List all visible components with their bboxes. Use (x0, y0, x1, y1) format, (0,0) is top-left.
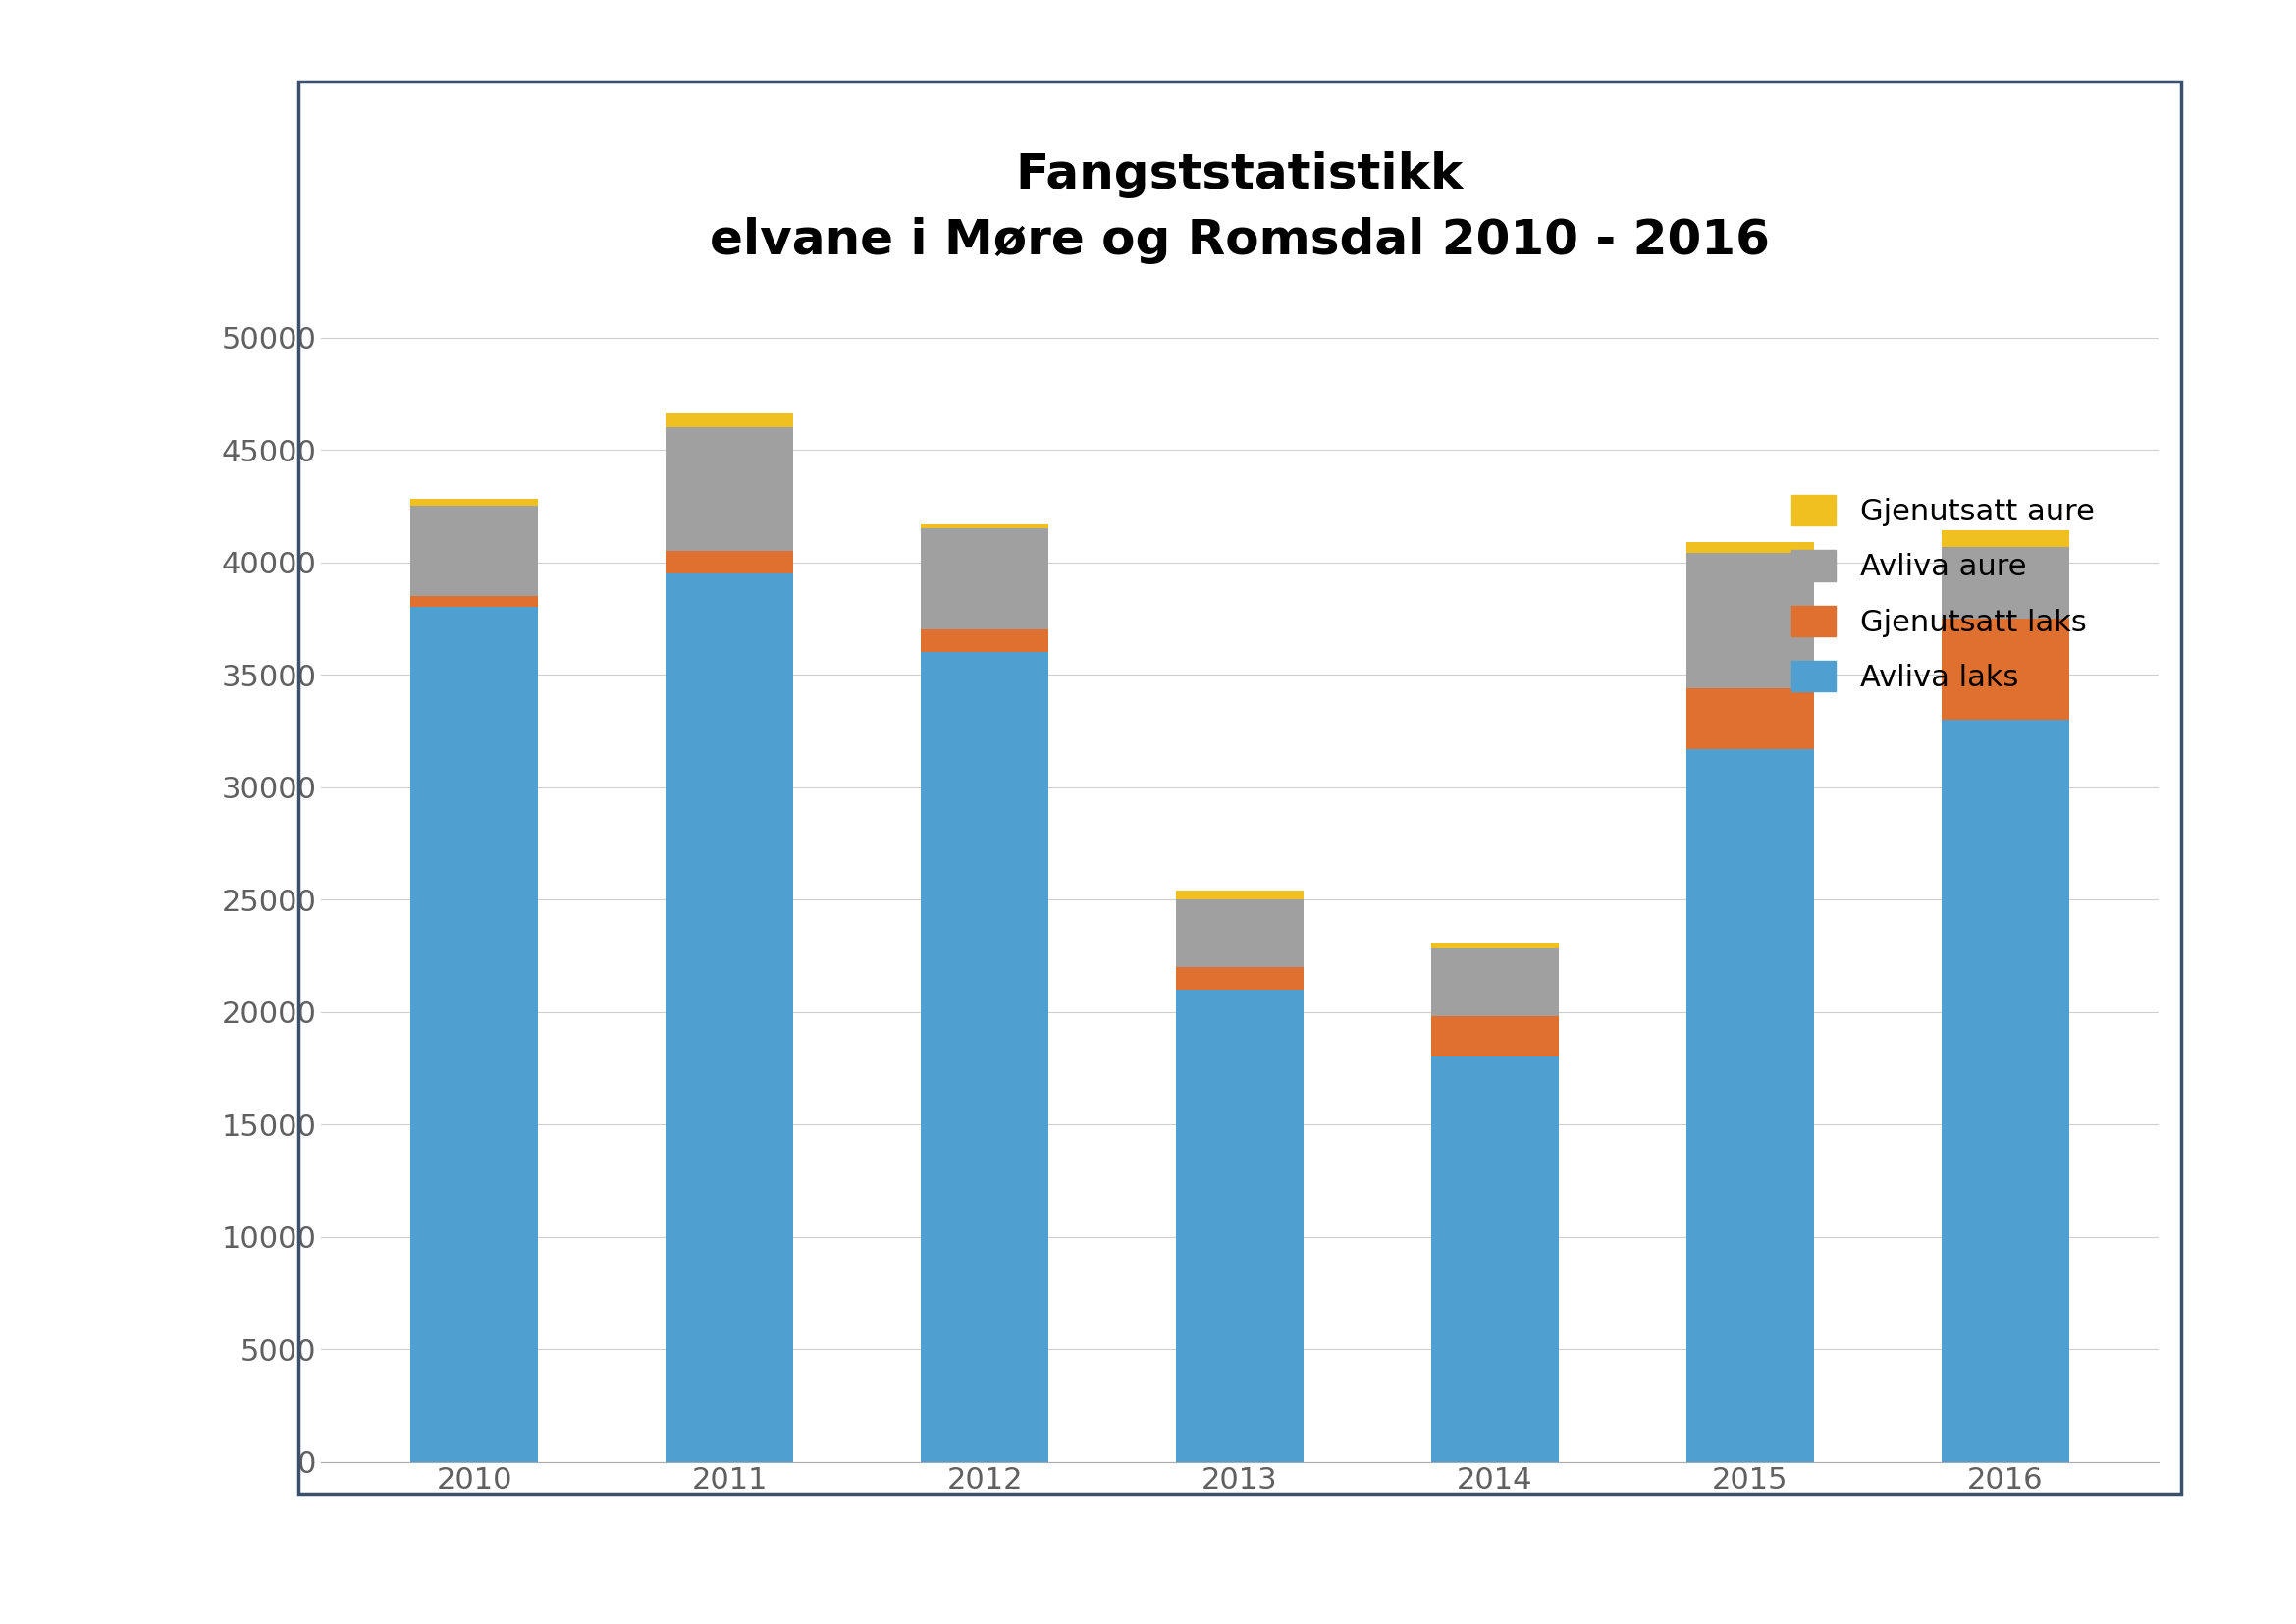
Bar (921, 525, 1049, 528)
Bar (411, 607, 537, 1462)
Bar (1176, 890, 1304, 900)
Bar (411, 596, 537, 607)
Bar (1176, 900, 1304, 966)
Bar (1685, 689, 1814, 749)
Bar (1430, 1057, 1559, 1462)
Title: Fangststatistikk
elvane i Møre og Romsdal 2010 - 2016: Fangststatistikk elvane i Møre og Romsda… (709, 151, 1770, 265)
Bar (666, 551, 794, 573)
Bar (1942, 719, 2069, 1462)
Bar (666, 414, 794, 427)
Bar (666, 427, 794, 551)
Bar (1430, 942, 1559, 948)
Bar (666, 573, 794, 1462)
Bar (1176, 989, 1304, 1462)
Bar (1685, 554, 1814, 689)
Bar (1430, 948, 1559, 1017)
Bar (411, 499, 537, 507)
Bar (1942, 546, 2069, 619)
Legend: Gjenutsatt aure, Avliva aure, Gjenutsatt laks, Avliva laks: Gjenutsatt aure, Avliva aure, Gjenutsatt… (1779, 482, 2105, 705)
Bar (1685, 542, 1814, 554)
Bar (1942, 619, 2069, 719)
Bar (921, 653, 1049, 1462)
Bar (1942, 531, 2069, 546)
Bar (1176, 966, 1304, 989)
Bar (921, 528, 1049, 630)
Bar (411, 507, 537, 596)
Bar (921, 630, 1049, 653)
Bar (1685, 749, 1814, 1462)
Bar (1430, 1017, 1559, 1057)
